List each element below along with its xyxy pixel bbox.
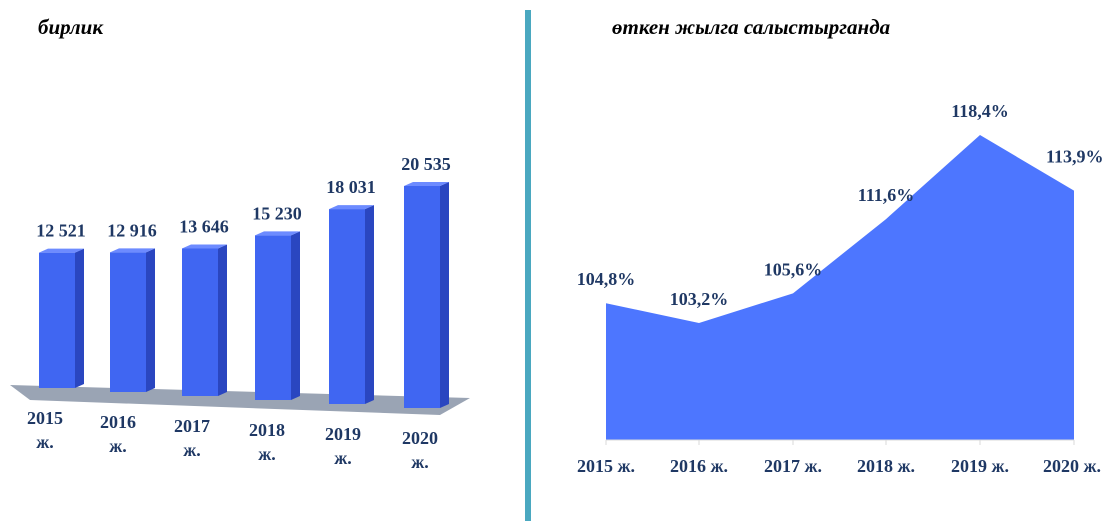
data-label: 104,8% — [577, 269, 636, 289]
bar-top — [255, 231, 300, 236]
data-label: 105,6% — [764, 259, 823, 279]
x-tick-label: 2020 ж. — [402, 428, 438, 472]
data-label: 18 031 — [326, 177, 376, 197]
bar — [182, 248, 218, 396]
data-label: 103,2% — [670, 289, 729, 309]
bar-top — [329, 205, 374, 210]
bar-side — [440, 182, 449, 408]
floor — [10, 385, 470, 415]
bar-side — [218, 244, 227, 396]
bar-side — [365, 205, 374, 404]
data-label: 13 646 — [179, 216, 229, 236]
x-tick-label: 2015 ж. — [577, 456, 635, 476]
bar-top — [182, 244, 227, 249]
bar — [110, 252, 146, 392]
bar — [255, 235, 291, 400]
bar — [329, 209, 365, 404]
bar-top — [110, 248, 155, 253]
x-tick-label: 2015 ж. — [27, 408, 63, 452]
bar-side — [146, 248, 155, 392]
data-label: 12 521 — [36, 221, 86, 241]
x-tick-label: 2019 ж. — [325, 424, 361, 468]
chart-title: өткен жылга салыстырганда — [612, 15, 890, 39]
x-tick-label: 2019 ж. — [951, 456, 1009, 476]
bar-top — [39, 248, 84, 253]
area — [606, 135, 1074, 440]
x-tick-label: 2016 ж. — [100, 412, 136, 456]
x-tick-label: 2016 ж. — [670, 456, 728, 476]
data-label: 12 916 — [107, 220, 157, 240]
data-label: 111,6% — [858, 185, 915, 205]
x-tick-label: 2018 ж. — [249, 420, 285, 464]
x-tick-label: 2020 ж. — [1043, 456, 1101, 476]
data-label: 15 230 — [252, 203, 302, 223]
data-label: 118,4% — [951, 101, 1009, 121]
bar-side — [291, 231, 300, 400]
data-label: 20 535 — [401, 154, 451, 174]
chart-title: бирлик — [38, 15, 104, 39]
bar-top — [404, 182, 449, 186]
x-tick-label: 2017 ж. — [174, 416, 210, 460]
bar — [404, 186, 440, 408]
bar — [39, 252, 75, 388]
x-tick-label: 2018 ж. — [857, 456, 915, 476]
bar-side — [75, 248, 84, 388]
data-label: 113,9% — [1046, 147, 1104, 167]
divider — [525, 10, 531, 521]
x-tick-label: 2017 ж. — [764, 456, 822, 476]
